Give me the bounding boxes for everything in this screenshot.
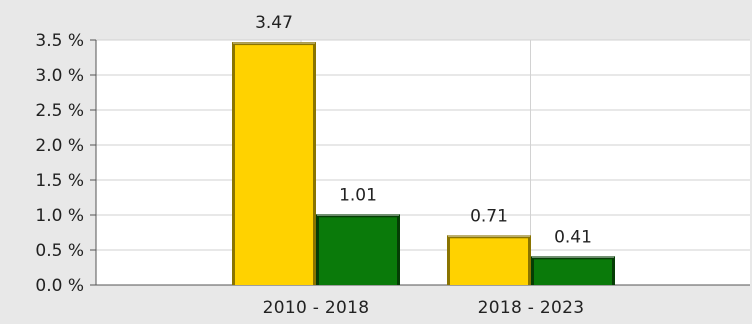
data-label: 0.71 <box>470 206 508 226</box>
y-tick-label: 3.0 % <box>35 66 84 86</box>
x-category-label: 2010 - 2018 <box>263 298 370 318</box>
y-tick-label: 1.5 % <box>35 171 84 191</box>
y-tick-label: 3.5 % <box>35 31 84 51</box>
y-tick-label: 0.5 % <box>35 241 84 261</box>
data-label: 0.41 <box>554 227 592 247</box>
bar <box>319 217 397 285</box>
bar <box>534 259 612 285</box>
bar <box>235 45 313 285</box>
data-label: 1.01 <box>339 185 377 205</box>
labels: 0.0 % 0.5 % 1.0 % 1.5 % 2.0 % 2.5 % 3.0 % 3.5 %… <box>35 13 592 318</box>
y-tick-label: 1.0 % <box>35 206 84 226</box>
y-tick-label: 0.0 % <box>35 276 84 296</box>
plot-area <box>96 40 750 285</box>
y-tick-label: 2.0 % <box>35 136 84 156</box>
gridlines <box>96 39 750 285</box>
bars <box>232 42 615 285</box>
axes <box>90 39 750 286</box>
bar <box>450 238 528 285</box>
y-tick-label: 2.5 % <box>35 101 84 121</box>
data-label: 3.47 <box>255 13 293 33</box>
x-category-label: 2018 - 2023 <box>478 298 585 318</box>
